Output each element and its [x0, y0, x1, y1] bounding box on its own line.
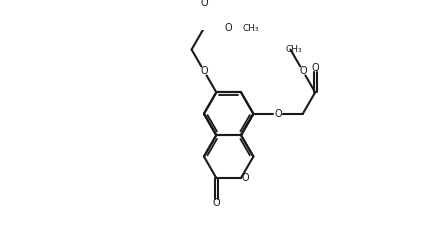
Text: O: O [200, 66, 208, 76]
Text: CH₃: CH₃ [242, 24, 259, 33]
Text: O: O [311, 63, 319, 73]
Text: O: O [212, 198, 220, 208]
Text: O: O [299, 66, 307, 76]
Text: O: O [242, 173, 249, 183]
Text: O: O [200, 0, 208, 8]
Text: O: O [225, 23, 233, 33]
Text: O: O [274, 109, 282, 119]
Text: CH₃: CH₃ [286, 45, 302, 54]
